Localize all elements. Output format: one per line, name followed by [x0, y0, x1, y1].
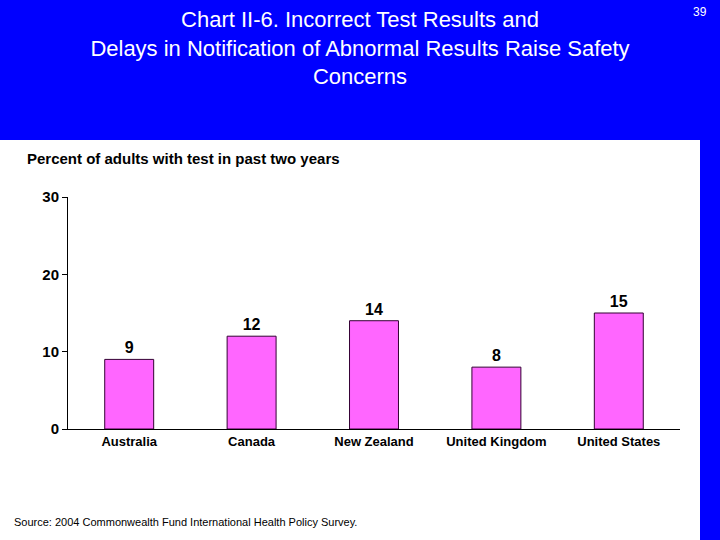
svg-text:39: 39 — [693, 5, 707, 19]
svg-text:9: 9 — [125, 339, 134, 356]
svg-text:0: 0 — [51, 420, 59, 437]
svg-text:Canada: Canada — [228, 434, 276, 449]
svg-text:20: 20 — [42, 266, 59, 283]
svg-text:15: 15 — [610, 293, 628, 310]
svg-text:Percent of adults with test in: Percent of adults with test in past two … — [27, 150, 340, 167]
svg-text:8: 8 — [492, 347, 501, 364]
svg-text:30: 30 — [42, 188, 59, 205]
svg-text:Chart II-6. Incorrect Test Res: Chart II-6. Incorrect Test Results andDe… — [90, 7, 629, 89]
svg-text:10: 10 — [42, 343, 59, 360]
svg-text:14: 14 — [365, 301, 383, 318]
svg-text:United States: United States — [577, 434, 660, 449]
svg-text:Source: 2004 Commonwealth Fund: Source: 2004 Commonwealth Fund Internati… — [14, 516, 357, 528]
svg-text:12: 12 — [243, 316, 261, 333]
svg-text:Australia: Australia — [101, 434, 157, 449]
svg-text:New Zealand: New Zealand — [334, 434, 414, 449]
svg-text:United Kingdom: United Kingdom — [446, 434, 546, 449]
